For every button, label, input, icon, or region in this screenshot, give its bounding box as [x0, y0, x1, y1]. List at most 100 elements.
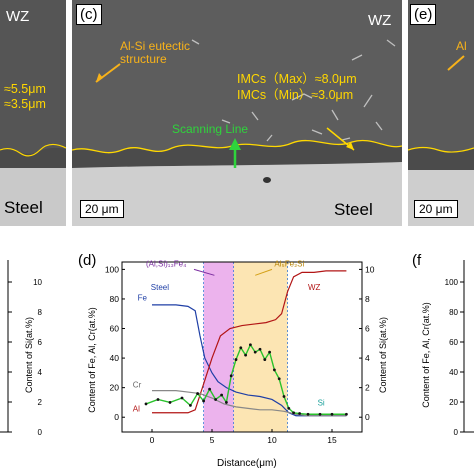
y-right-tick-label: 4: [365, 353, 370, 363]
micrograph-e-texture: [408, 0, 474, 226]
annotation-7: Al₅Fe₂Si: [274, 259, 304, 268]
zone-label-c: WZ: [368, 12, 392, 29]
zone-label-a: WZ: [6, 8, 30, 25]
eutectic-label: Al-Si eutectic structure: [120, 39, 191, 66]
si-point: [282, 395, 286, 398]
si-point: [277, 377, 281, 381]
chart-d-ylabel-right: Content of Si(at.%): [378, 316, 388, 394]
si-point: [318, 412, 322, 416]
si-point: [330, 412, 334, 416]
chart-b-ylabel: Content of Si(at.%): [24, 316, 34, 394]
b-tick-label: 4: [38, 368, 43, 377]
si-point: [273, 368, 276, 372]
chart-d: 0 5 10 15 0 20 40 60 80 100 0 2 4 6 8 10 Steel WZ Fe Cr Al Si…: [72, 250, 402, 474]
chart-b-partial: 10 8 6 4 2 0 Content of Si(at.%): [0, 250, 66, 474]
si-point: [287, 406, 291, 410]
b-tick-label: 0: [38, 428, 43, 437]
y-left-tick-label: 0: [114, 412, 119, 422]
y-left-tick-label: 80: [110, 294, 120, 304]
chart-f-partial: 100 80 60 40 20 0 (f Content of Fe, Al, Cr(at…: [408, 250, 474, 474]
annotation-1: WZ: [308, 283, 321, 292]
f-tick-label: 60: [449, 338, 458, 347]
si-point: [234, 358, 238, 361]
f-tick-label: 20: [449, 398, 458, 407]
si-point: [225, 401, 228, 404]
b-tick-label: 2: [38, 398, 43, 407]
x-tick-label: 5: [210, 435, 215, 445]
micrograph-c: (c) WZ Al-Si eutectic structure IMCs（Max…: [72, 0, 402, 226]
micrograph-a-texture: [0, 0, 66, 226]
y-right-tick-label: 8: [365, 294, 370, 304]
si-point: [268, 350, 271, 354]
si-point: [196, 392, 199, 395]
x-tick-label: 15: [327, 435, 337, 445]
y-right-tick-label: 6: [365, 324, 370, 334]
phase-region-0: [203, 262, 234, 432]
annotation-3: Cr: [133, 381, 142, 390]
series-al-line: [152, 270, 347, 414]
si-point: [220, 393, 224, 397]
y-right-tick-label: 10: [365, 264, 375, 274]
si-point: [244, 353, 248, 357]
plot-frame: [121, 261, 363, 433]
chart-f-ylabel: Content of Fe, Al, Cr(at.%): [421, 302, 431, 408]
si-point: [202, 399, 206, 403]
chart-d-plot: 0 5 10 15 0 20 40 60 80 100 0 2 4 6 8 10 Steel WZ Fe Cr Al Si…: [105, 259, 375, 445]
scale-bar-e: 20 μm: [414, 200, 458, 218]
f-tick-label: 0: [454, 428, 459, 437]
imc-max-c: IMCs（Max）≈8.0μm: [237, 72, 357, 86]
chart-f-label: (f: [412, 252, 422, 269]
scan-line-label: Scanning Line: [172, 122, 249, 136]
f-tick-label: 40: [449, 368, 458, 377]
annotation-0: Steel: [151, 283, 169, 292]
si-point: [306, 412, 310, 416]
si-point: [258, 347, 262, 351]
annotation-4: Al: [133, 404, 140, 413]
si-point: [168, 401, 172, 404]
chart-b-axis: 10 8 6 4 2 0: [0, 260, 43, 437]
si-point: [144, 402, 148, 406]
eutectic-label-e: Al: [456, 39, 467, 53]
annotation-2: Fe: [138, 293, 148, 302]
scale-bar-c: 20 μm: [80, 200, 124, 218]
x-tick-label: 0: [150, 435, 155, 445]
si-point: [180, 396, 184, 400]
si-point: [263, 358, 267, 361]
si-point: [229, 374, 233, 378]
si-point: [292, 411, 295, 415]
si-point: [214, 398, 218, 401]
micrograph-e-partial: (e) Al 20 μm: [408, 0, 474, 226]
f-tick-label: 100: [445, 278, 459, 287]
imc-min-c: IMCs（Min）≈3.0μm: [237, 88, 354, 102]
micrograph-c-texture: [72, 0, 402, 226]
phase-arrow-1: [193, 268, 215, 276]
series-cr-line: [152, 390, 347, 417]
chart-d-ylabel-left: Content of Fe, Al, Cr(at.%): [87, 307, 97, 413]
y-left-tick-label: 40: [110, 353, 120, 363]
chart-d-label: (d): [78, 252, 97, 269]
si-point: [345, 412, 348, 416]
y-right-tick-label: 0: [365, 412, 370, 422]
si-point: [156, 398, 160, 401]
phase-arrow-2: [255, 268, 273, 276]
annotation-6: (Al,Si)₁₃Fe₄: [146, 259, 186, 268]
si-point: [253, 350, 257, 354]
b-tick-label: 8: [38, 308, 43, 317]
panel-label-e: (e): [410, 4, 437, 25]
chart-d-xlabel: Distance(μm): [217, 458, 277, 469]
panel-label-c: (c): [76, 4, 102, 25]
imc-min-a: ≈3.5μm: [4, 97, 46, 111]
y-left-tick-label: 60: [110, 324, 120, 334]
y-left-tick-label: 100: [105, 264, 119, 274]
si-point: [189, 403, 192, 407]
b-tick-label: 6: [38, 338, 43, 347]
y-left-tick-label: 20: [110, 383, 120, 393]
f-tick-label: 80: [449, 308, 458, 317]
scan-arrow: [229, 138, 241, 150]
x-tick-label: 10: [267, 435, 277, 445]
b-tick-label: 10: [33, 278, 42, 287]
imc-max-a: ≈5.5μm: [4, 82, 46, 96]
si-point: [298, 412, 301, 415]
si-point: [249, 343, 252, 347]
steel-label-a: Steel: [4, 198, 43, 217]
